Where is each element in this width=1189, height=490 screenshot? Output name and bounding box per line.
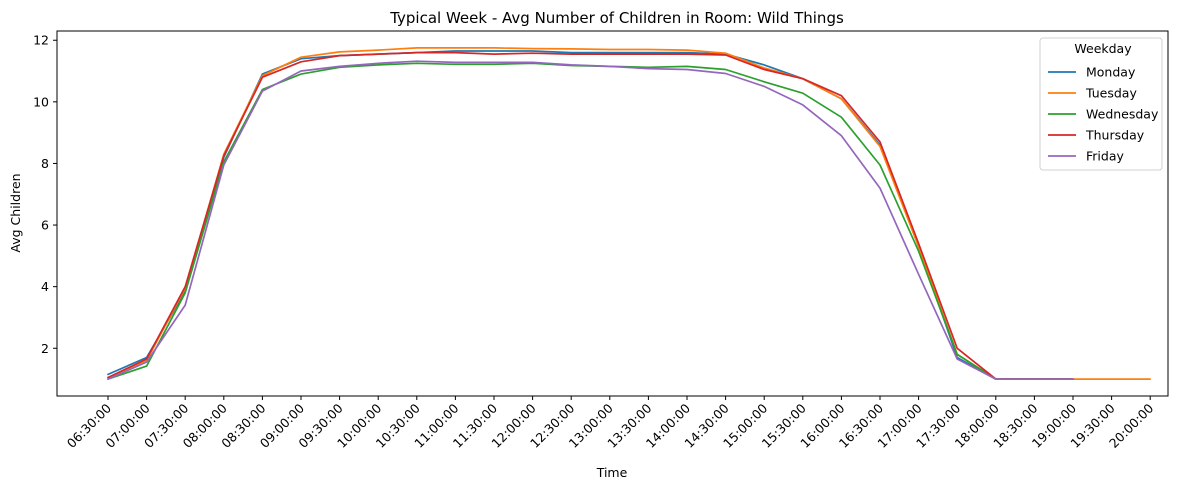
- series-line-tuesday: [107, 47, 1152, 380]
- legend-label: Monday: [1086, 65, 1136, 80]
- chart-title: Typical Week - Avg Number of Children in…: [389, 9, 844, 27]
- y-tick-label: 4: [41, 279, 49, 294]
- series-line-thursday: [107, 51, 1074, 380]
- y-tick-label: 8: [41, 156, 49, 171]
- series-line-monday: [107, 50, 1074, 380]
- legend-label: Wednesday: [1086, 107, 1159, 122]
- legend-title: Weekday: [1074, 41, 1132, 56]
- y-tick-label: 12: [33, 33, 49, 48]
- y-tick-label: 6: [41, 218, 49, 233]
- legend-label: Tuesday: [1085, 86, 1137, 101]
- plot-frame: [56, 30, 1169, 397]
- x-axis: 06:30:0007:00:0007:30:0008:00:0008:30:00…: [64, 396, 1156, 451]
- y-tick-label: 10: [33, 94, 49, 109]
- x-axis-title: Time: [596, 465, 628, 480]
- legend: Weekday Monday Tuesday Wednesday Thursday Fri…: [1039, 37, 1163, 171]
- plot-area: [107, 47, 1152, 380]
- legend-box: [1039, 37, 1163, 171]
- y-axis-title: Avg Children: [8, 173, 23, 252]
- y-axis: 2 4 6 8 10 12: [33, 33, 57, 356]
- legend-label: Friday: [1086, 149, 1124, 164]
- y-tick-label: 2: [41, 341, 49, 356]
- series-line-friday: [107, 60, 1074, 380]
- legend-label: Thursday: [1085, 128, 1145, 143]
